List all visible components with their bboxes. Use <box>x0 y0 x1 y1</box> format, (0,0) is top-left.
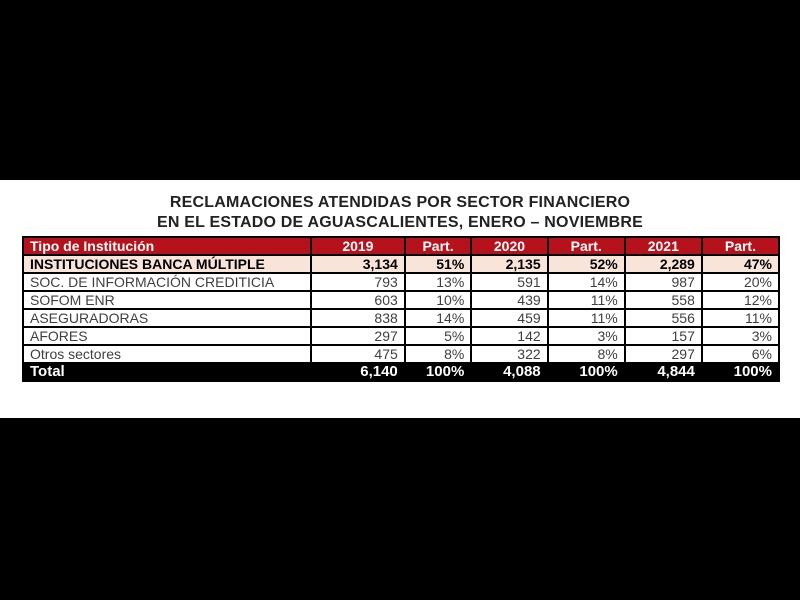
value-cell: 297 <box>623 344 703 364</box>
page-title-line-2: EN EL ESTADO DE AGUASCALIENTES, ENERO – … <box>156 214 643 231</box>
value-cell: 793 <box>310 272 406 292</box>
column-header: Part. <box>700 236 781 256</box>
column-header: 2019 <box>310 236 406 256</box>
value-cell: 47% <box>700 254 781 274</box>
value-cell: 475 <box>310 344 406 364</box>
value-cell: 11% <box>546 290 626 310</box>
column-header: Part. <box>403 236 473 256</box>
value-cell: 12% <box>700 290 781 310</box>
column-header: 2021 <box>623 236 703 256</box>
row-label-cell: SOFOM ENR <box>21 290 313 310</box>
table-row: SOC. DE INFORMACIÓN CREDITICIA 793 13% 591 1… <box>21 272 781 292</box>
total-row: Total 6,140 100% 4,088 100% 4,844 100% <box>21 362 781 382</box>
table-row: AFORES 297 5% 142 3% 157 3% <box>21 326 781 346</box>
value-cell: 142 <box>470 326 549 346</box>
total-label-cell: Total <box>21 362 313 382</box>
value-cell: 558 <box>623 290 703 310</box>
value-cell: 591 <box>470 272 549 292</box>
value-cell: 3,134 <box>310 254 406 274</box>
value-cell: 52% <box>546 254 626 274</box>
value-cell: 11% <box>546 308 626 328</box>
value-cell: 297 <box>310 326 406 346</box>
row-label-cell: Otros sectores <box>21 344 313 364</box>
value-cell: 838 <box>310 308 406 328</box>
value-cell: 3% <box>546 326 626 346</box>
table-footer: Total 6,140 100% 4,088 100% 4,844 100% <box>21 362 781 382</box>
column-header: 2020 <box>470 236 549 256</box>
content-panel: RECLAMACIONES ATENDIDAS POR SECTOR FINAN… <box>0 180 800 418</box>
table-row: INSTITUCIONES BANCA MÚLTIPLE 3,134 51% 2,13… <box>21 254 781 274</box>
total-value-cell: 4,844 <box>623 362 703 382</box>
value-cell: 13% <box>403 272 473 292</box>
total-value-cell: 100% <box>546 362 626 382</box>
value-cell: 5% <box>403 326 473 346</box>
table-header: Tipo de Institución 2019 Part. 2020 Part. 202… <box>21 236 781 256</box>
value-cell: 14% <box>546 272 626 292</box>
value-cell: 987 <box>623 272 703 292</box>
value-cell: 6% <box>700 344 781 364</box>
page-title-line-1: RECLAMACIONES ATENDIDAS POR SECTOR FINAN… <box>169 194 631 211</box>
value-cell: 3% <box>700 326 781 346</box>
table-row: ASEGURADORAS 838 14% 459 11% 556 11% <box>21 308 781 328</box>
page-title: RECLAMACIONES ATENDIDAS POR SECTOR FINAN… <box>0 180 800 233</box>
value-cell: 2,289 <box>623 254 703 274</box>
row-label-cell: ASEGURADORAS <box>21 308 313 328</box>
value-cell: 603 <box>310 290 406 310</box>
row-label-cell: AFORES <box>21 326 313 346</box>
column-header: Part. <box>546 236 626 256</box>
value-cell: 157 <box>623 326 703 346</box>
value-cell: 20% <box>700 272 781 292</box>
value-cell: 14% <box>403 308 473 328</box>
row-label-cell: INSTITUCIONES BANCA MÚLTIPLE <box>21 254 313 274</box>
value-cell: 8% <box>403 344 473 364</box>
value-cell: 11% <box>700 308 781 328</box>
value-cell: 439 <box>470 290 549 310</box>
total-value-cell: 100% <box>700 362 781 382</box>
value-cell: 2,135 <box>470 254 549 274</box>
value-cell: 459 <box>470 308 549 328</box>
total-value-cell: 4,088 <box>470 362 549 382</box>
table-row: Otros sectores 475 8% 322 8% 297 6% <box>21 344 781 364</box>
table-row: SOFOM ENR 603 10% 439 11% 558 12% <box>21 290 781 310</box>
total-value-cell: 6,140 <box>310 362 406 382</box>
value-cell: 556 <box>623 308 703 328</box>
table-body: INSTITUCIONES BANCA MÚLTIPLE 3,134 51% 2,13… <box>21 254 781 364</box>
row-label-cell: SOC. DE INFORMACIÓN CREDITICIA <box>21 272 313 292</box>
value-cell: 8% <box>546 344 626 364</box>
value-cell: 10% <box>403 290 473 310</box>
total-value-cell: 100% <box>403 362 473 382</box>
value-cell: 51% <box>403 254 473 274</box>
table-header-row: Tipo de Institución 2019 Part. 2020 Part. 202… <box>21 236 781 256</box>
column-header-institucion: Tipo de Institución <box>21 236 313 256</box>
value-cell: 322 <box>470 344 549 364</box>
reclamaciones-table: Tipo de Institución 2019 Part. 2020 Part. 202… <box>21 236 781 382</box>
